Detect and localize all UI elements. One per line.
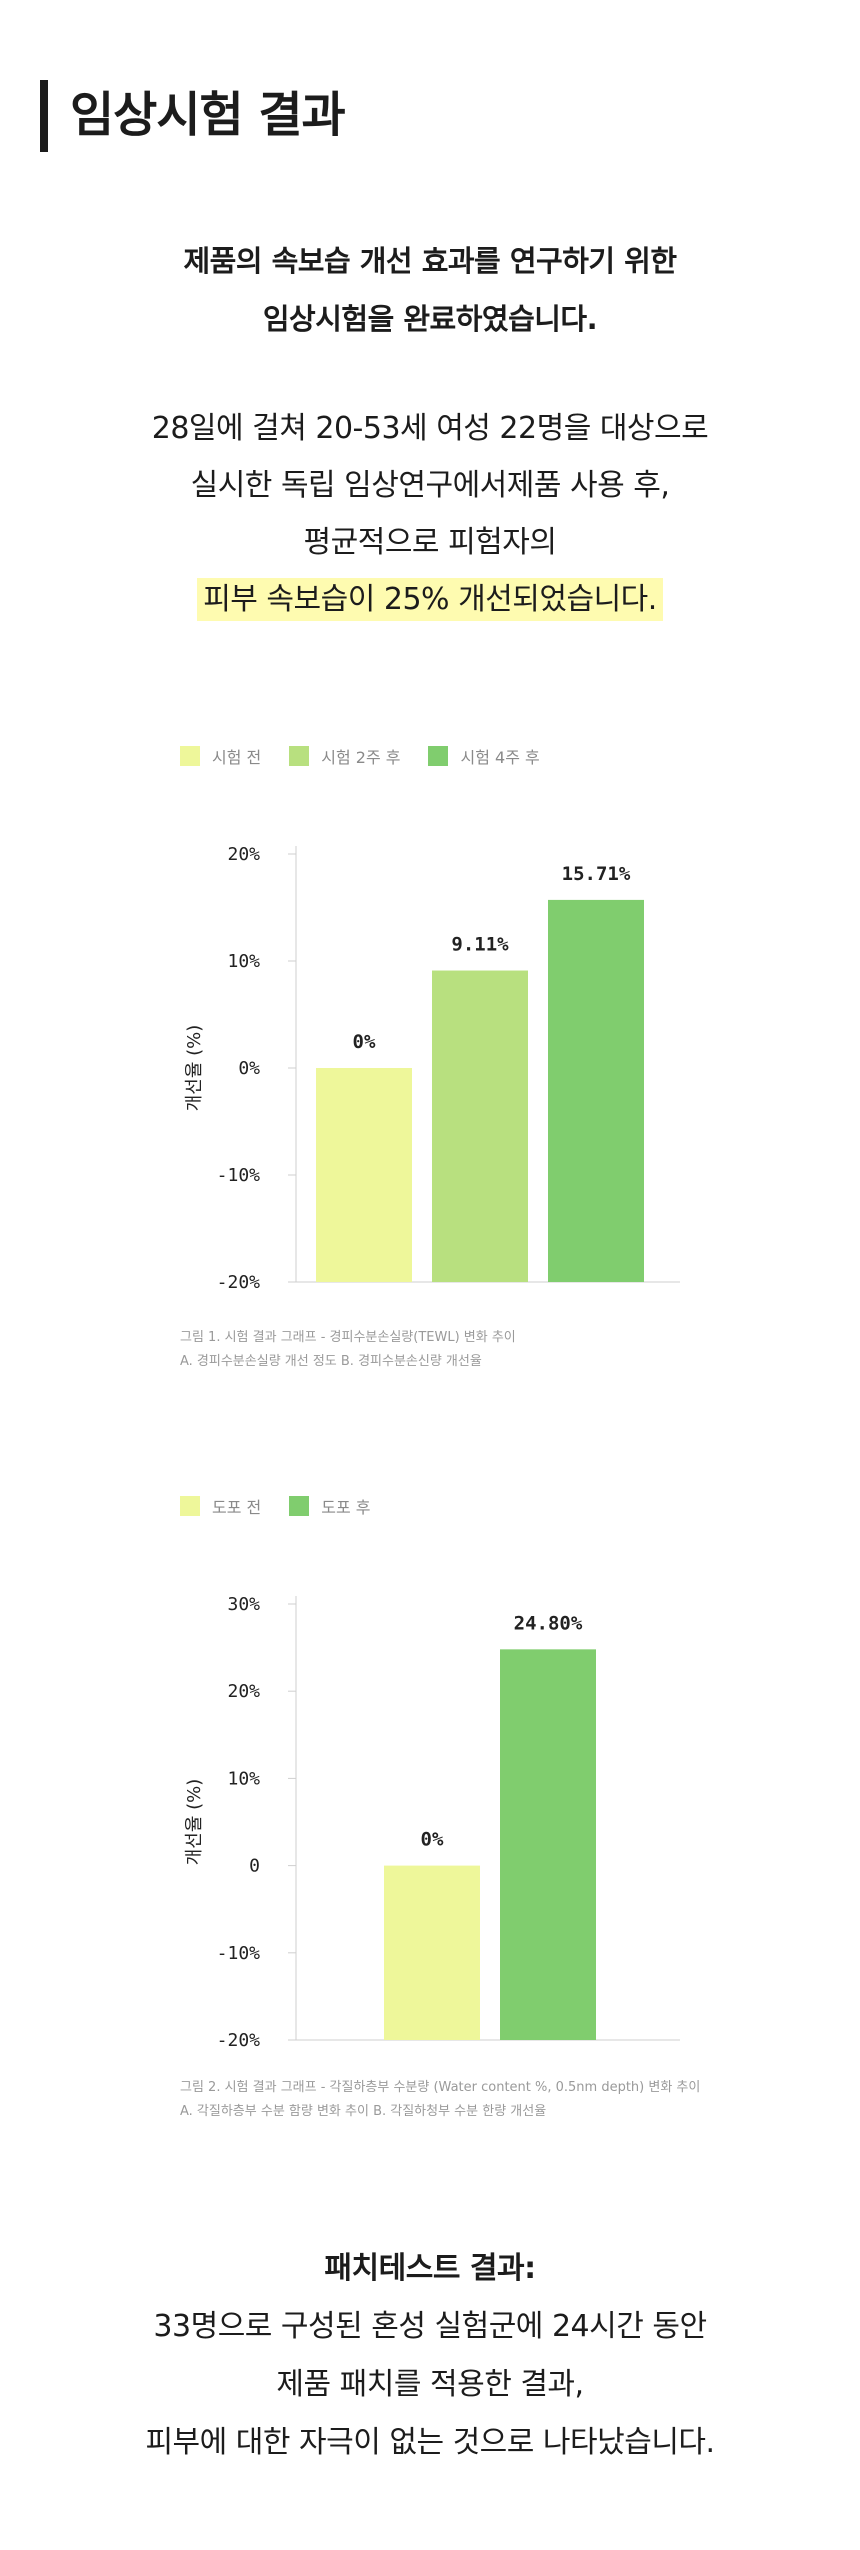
caption-line: 그림 2. 시험 결과 그래프 - 각질하층부 수분량 (Water conte… — [180, 2080, 701, 2095]
y-tick-label: -10% — [217, 1165, 261, 1186]
summary-line: 평균적으로 피험자의 — [303, 525, 557, 560]
patch-line: 피부에 대한 자극이 없는 것으로 나타났습니다. — [145, 2425, 715, 2460]
legend-label: 시험 전 — [212, 748, 262, 767]
bar — [548, 899, 644, 1282]
legend-swatch — [289, 746, 310, 766]
summary-line: 실시한 독립 임상연구에서제품 사용 후, — [190, 468, 670, 503]
y-axis-title: 개선율 (%) — [184, 1779, 205, 1866]
legend-item: 도포 후 — [289, 1494, 371, 1518]
legend-item: 시험 2주 후 — [289, 744, 400, 768]
legend-swatch — [180, 746, 200, 766]
legend-swatch — [289, 1496, 310, 1516]
y-tick-label: 30% — [227, 1594, 260, 1615]
bar — [316, 1068, 412, 1282]
y-axis-title: 개선율 (%) — [184, 1025, 205, 1112]
chart2-legend: 도포 전 도포 후 — [180, 1494, 371, 1518]
chart1-caption: 그림 1. 시험 결과 그래프 - 경피수분손실량(TEWL) 변화 추이 A.… — [180, 1326, 516, 1374]
caption-line: A. 경피수분손실량 개선 정도 B. 경피수분손신량 개선율 — [180, 1354, 482, 1369]
legend-item: 시험 4주 후 — [428, 744, 540, 768]
title-accent-bar — [40, 80, 48, 152]
summary-text: 28일에 걸쳐 20-53세 여성 22명을 대상으로 실시한 독립 임상연구에… — [0, 400, 860, 628]
legend-swatch — [428, 746, 449, 766]
legend-label: 시험 4주 후 — [460, 748, 540, 767]
chart1-svg: 20% 10% 0% -10% -20% 개선율 (%) 0% 9.11% 15.71% — [184, 844, 680, 1293]
y-tick-label: 0 — [249, 1856, 260, 1877]
caption-line: 그림 1. 시험 결과 그래프 - 경피수분손실량(TEWL) 변화 추이 — [180, 1330, 516, 1345]
data-label: 0% — [421, 1829, 444, 1851]
y-tick-label: -20% — [217, 1272, 261, 1293]
legend-label: 시험 2주 후 — [321, 748, 401, 767]
patch-line: 제품 패치를 적용한 결과, — [276, 2367, 584, 2402]
y-tick-label: -10% — [217, 1943, 261, 1964]
summary-highlight: 피부 속보습이 25% 개선되었습니다. — [197, 578, 663, 621]
chart2-svg: 30% 20% 10% 0 -10% -20% 개선율 (%) 0% 24.80% — [184, 1594, 680, 2051]
bar — [384, 1865, 480, 2040]
patch-title: 패치테스트 결과: — [324, 2251, 536, 2286]
bar — [500, 1649, 596, 2040]
chart2-caption: 그림 2. 시험 결과 그래프 - 각질하층부 수분량 (Water conte… — [180, 2076, 700, 2124]
data-label: 9.11% — [451, 934, 509, 956]
y-tick-label: 20% — [227, 844, 260, 865]
legend-label: 도포 후 — [321, 1498, 371, 1517]
chart1-legend: 시험 전 시험 2주 후 시험 4주 후 — [180, 744, 540, 768]
patch-line: 33명으로 구성된 혼성 실험군에 24시간 동안 — [153, 2309, 707, 2344]
summary-line: 28일에 걸쳐 20-53세 여성 22명을 대상으로 — [151, 411, 709, 446]
legend-label: 도포 전 — [212, 1498, 262, 1517]
y-tick-label: -20% — [217, 2030, 261, 2051]
legend-item: 시험 전 — [180, 744, 261, 768]
intro-line: 임상시험을 완료하였습니다. — [262, 302, 598, 336]
y-tick-label: 10% — [227, 951, 260, 972]
caption-line: A. 각질하층부 수분 함량 변화 추이 B. 각질하청부 수분 한량 개선율 — [180, 2104, 547, 2119]
bar — [432, 970, 528, 1282]
patch-test-text: 패치테스트 결과: 33명으로 구성된 혼성 실험군에 24시간 동안 제품 패… — [0, 2240, 860, 2472]
y-tick-label: 10% — [227, 1768, 260, 1789]
y-tick-label: 0% — [238, 1058, 260, 1079]
legend-swatch — [180, 1496, 200, 1516]
legend-item: 도포 전 — [180, 1494, 261, 1518]
data-label: 15.71% — [562, 863, 631, 885]
page-title: 임상시험 결과 — [70, 87, 346, 143]
intro-line: 제품의 속보습 개선 효과를 연구하기 위한 — [183, 244, 677, 278]
intro-text: 제품의 속보습 개선 효과를 연구하기 위한 임상시험을 완료하였습니다. — [0, 232, 860, 348]
data-label: 24.80% — [514, 1612, 583, 1634]
y-tick-label: 20% — [227, 1681, 260, 1702]
data-label: 0% — [353, 1031, 376, 1053]
